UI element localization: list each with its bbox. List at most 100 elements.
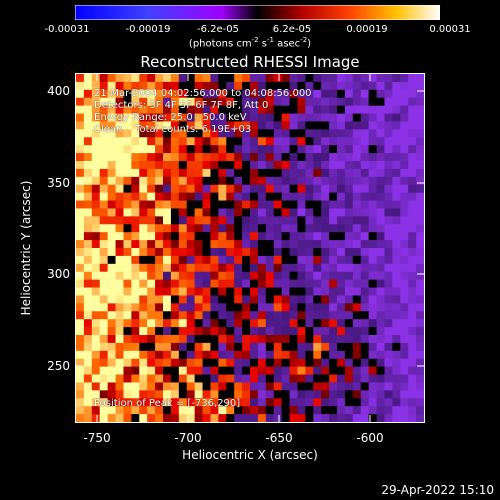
heatmap-cell	[384, 81, 393, 91]
heatmap-cell	[329, 335, 338, 344]
heatmap-cell	[234, 271, 243, 281]
heatmap-cell	[273, 200, 283, 210]
heatmap-cell	[202, 224, 212, 233]
heatmap-cell	[289, 382, 299, 391]
heatmap-cell	[368, 81, 378, 91]
heatmap-cell	[76, 263, 85, 273]
heatmap-cell	[408, 366, 417, 376]
heatmap-cell	[400, 224, 409, 233]
heatmap-cell	[408, 374, 417, 384]
heatmap-cell	[91, 271, 101, 281]
heatmap-cell	[234, 216, 243, 225]
heatmap-cell	[202, 137, 212, 146]
heatmap-cell	[170, 208, 180, 217]
heatmap-cell	[170, 335, 180, 344]
heatmap-cell	[234, 153, 243, 162]
heatmap-cell	[131, 335, 140, 344]
heatmap-cell	[384, 184, 393, 194]
heatmap-cell	[83, 192, 93, 202]
heatmap-cell	[242, 153, 251, 162]
heatmap-cell	[226, 97, 235, 107]
heatmap-cell	[297, 271, 306, 281]
heatmap-cell	[242, 414, 251, 422]
heatmap-cell	[416, 382, 424, 391]
heatmap-cell	[186, 358, 196, 368]
heatmap-cell	[178, 327, 188, 336]
heatmap-cell	[329, 97, 338, 107]
heatmap-cell	[99, 342, 109, 352]
heatmap-cell	[115, 224, 125, 233]
heatmap-cell	[344, 74, 354, 83]
heatmap-cell	[360, 271, 370, 281]
heatmap-cell	[289, 414, 299, 422]
heatmap-cell	[313, 327, 322, 336]
heatmap-cell	[234, 295, 243, 304]
heatmap-cell	[76, 176, 85, 186]
heatmap-cell	[123, 263, 132, 273]
heatmap-cell	[123, 350, 132, 360]
heatmap-cell	[337, 366, 346, 376]
heatmap-cell	[416, 390, 424, 399]
heatmap-cell	[107, 382, 117, 391]
heatmap-cell	[265, 74, 275, 83]
heatmap-cell	[226, 414, 235, 422]
heatmap-cell	[265, 161, 275, 170]
heatmap-cell	[305, 74, 314, 83]
heatmap-cell	[218, 240, 227, 249]
heatmap-cell	[352, 184, 362, 194]
heatmap-cell	[218, 390, 227, 399]
heatmap-cell	[91, 97, 101, 107]
heatmap-cell	[384, 161, 393, 170]
heatmap-cell	[337, 390, 346, 399]
heatmap-cell	[265, 145, 275, 154]
heatmap-cell	[408, 216, 417, 225]
heatmap-cell	[337, 414, 346, 422]
heatmap-cell	[250, 161, 259, 170]
heatmap-cell	[321, 200, 330, 210]
heatmap-cell	[139, 279, 148, 289]
heatmap-cell	[337, 327, 346, 336]
heatmap-cell	[289, 161, 299, 170]
heatmap-cell	[76, 216, 85, 225]
heatmap-cell	[147, 398, 156, 407]
heatmap-cell	[297, 113, 306, 123]
heatmap-cell	[305, 295, 314, 304]
heatmap-cell	[123, 295, 132, 304]
heatmap-cell	[297, 255, 306, 265]
heatmap-cell	[250, 240, 259, 249]
heatmap-cell	[416, 105, 424, 115]
heatmap-cell	[178, 81, 188, 91]
heatmap-cell	[257, 279, 267, 289]
heatmap-cell	[416, 255, 424, 265]
heatmap-cell	[178, 390, 188, 399]
heatmap-cell	[226, 81, 235, 91]
heatmap-cell	[139, 342, 148, 352]
heatmap-cell	[178, 200, 188, 210]
heatmap-cell	[91, 168, 101, 178]
heatmap-cell	[123, 358, 132, 368]
heatmap-cell	[83, 105, 93, 115]
heatmap-cell	[265, 240, 275, 249]
heatmap-cell	[297, 168, 306, 178]
heatmap-cell	[344, 145, 354, 154]
heatmap-cell	[408, 74, 417, 83]
heatmap-cell	[131, 137, 140, 146]
heatmap-cell	[202, 271, 212, 281]
heatmap-cell	[344, 216, 354, 225]
heatmap-cell	[337, 153, 346, 162]
heatmap-cell	[83, 81, 93, 91]
heatmap-cell	[83, 255, 93, 265]
heatmap-cell	[392, 382, 401, 391]
heatmap-cell	[107, 121, 117, 130]
heatmap-cell	[265, 232, 275, 241]
heatmap-cell	[265, 398, 275, 407]
heatmap-cell	[265, 342, 275, 352]
heatmap-cell	[297, 406, 306, 415]
heatmap-cell	[384, 89, 393, 99]
heatmap-cell	[368, 406, 378, 415]
heatmap-cell	[242, 350, 251, 360]
heatmap-cell	[384, 105, 393, 115]
heatmap-cell	[163, 208, 172, 217]
heatmap-cell	[368, 319, 378, 328]
heatmap-cell	[210, 342, 219, 352]
